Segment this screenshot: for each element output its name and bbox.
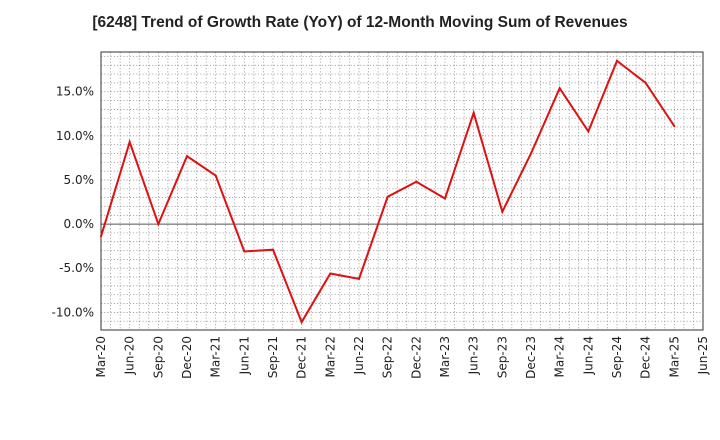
- data-point: [300, 321, 303, 324]
- data-point: [530, 152, 532, 155]
- x-axis: Mar-20 Jun-20 Sep-20 Dec-20 Mar-21 Jun-21 Sep-…: [94, 336, 710, 379]
- y-tick-label: 10.0%: [56, 129, 94, 143]
- x-tick-label: Jun-21: [237, 336, 251, 375]
- data-point: [128, 141, 131, 144]
- x-tick-label: Sep-22: [381, 336, 395, 378]
- data-point: [616, 59, 618, 62]
- x-tick-label: Sep-24: [610, 336, 624, 378]
- data-point: [272, 248, 274, 251]
- x-tick-label: Jun-25: [696, 336, 710, 375]
- x-tick-label: Jun-20: [123, 336, 137, 375]
- x-tick-label: Mar-23: [438, 336, 452, 377]
- data-point: [186, 155, 188, 158]
- x-tick-label: Sep-21: [266, 336, 280, 378]
- data-point: [243, 250, 246, 253]
- y-tick-label: 5.0%: [64, 173, 95, 187]
- data-point: [644, 81, 647, 84]
- data-point: [157, 223, 160, 226]
- y-tick-label: 0.0%: [64, 217, 95, 231]
- x-tick-label: Dec-21: [295, 336, 309, 379]
- data-point: [444, 197, 446, 200]
- x-tick-label: Mar-25: [667, 336, 681, 377]
- x-tick-label: Mar-24: [553, 336, 567, 377]
- x-tick-label: Jun-23: [467, 336, 481, 375]
- y-axis: 15.0% 10.0% 5.0% 0.0% -5.0% -10.0%: [52, 85, 94, 320]
- data-point: [100, 235, 102, 238]
- data-point: [358, 277, 360, 280]
- y-tick-label: -10.0%: [52, 305, 94, 319]
- x-tick-label: Dec-22: [409, 336, 423, 379]
- data-point: [386, 195, 389, 198]
- data-point: [587, 130, 590, 133]
- x-tick-label: Sep-20: [151, 336, 165, 378]
- x-tick-label: Dec-20: [180, 336, 194, 379]
- data-point: [558, 87, 561, 90]
- x-tick-label: Mar-21: [209, 336, 223, 377]
- grid: [100, 52, 704, 331]
- y-tick-label: 15.0%: [56, 85, 94, 99]
- data-point: [472, 111, 475, 114]
- x-tick-label: Sep-23: [495, 336, 509, 378]
- chart-title: [6248] Trend of Growth Rate (YoY) of 12-…: [92, 14, 628, 31]
- y-tick-label: -5.0%: [59, 261, 94, 275]
- data-point: [673, 125, 676, 128]
- data-point: [415, 180, 418, 183]
- plot-frame: [100, 51, 704, 331]
- x-tick-label: Jun-22: [352, 336, 366, 375]
- x-tick-label: Dec-23: [524, 336, 538, 379]
- series-layer: [100, 59, 676, 325]
- x-tick-label: Jun-24: [581, 336, 595, 375]
- data-point: [329, 272, 332, 275]
- x-tick-label: Mar-22: [323, 336, 337, 377]
- x-tick-label: Mar-20: [94, 336, 108, 377]
- x-tick-label: Dec-24: [639, 336, 653, 379]
- data-point: [214, 174, 217, 177]
- data-point: [501, 210, 504, 213]
